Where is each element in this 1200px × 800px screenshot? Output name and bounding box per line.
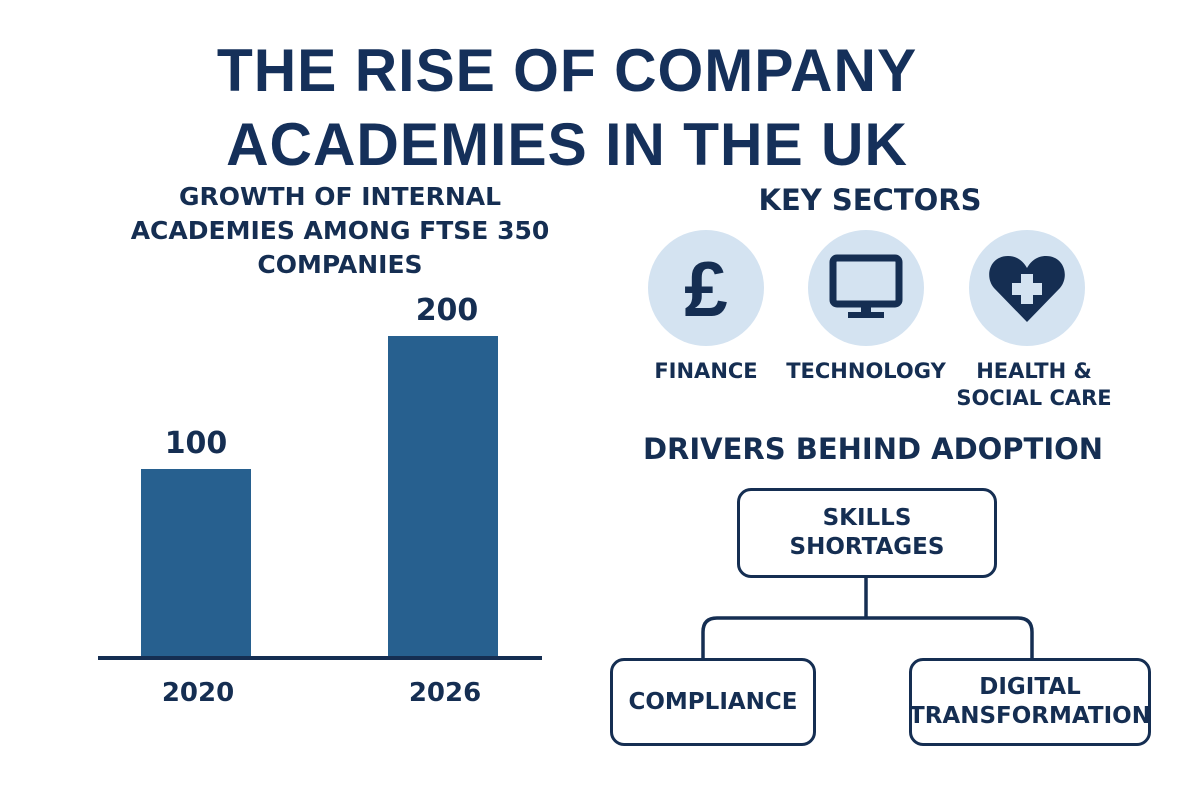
driver-digital-transformation: DIGITAL TRANSFORMATION bbox=[909, 658, 1151, 746]
chart-subtitle-line-2: ACADEMIES AMONG FTSE 350 bbox=[130, 216, 550, 245]
x-label-2020: 2020 bbox=[161, 678, 235, 708]
driver-skills-line-2: SHORTAGES bbox=[789, 534, 945, 560]
driver-digital-line-1: DIGITAL bbox=[979, 674, 1081, 700]
chart-subtitle: GROWTH OF INTERNAL ACADEMIES AMONG FTSE … bbox=[60, 180, 620, 282]
sector-label-health: HEALTH & SOCIAL CARE bbox=[954, 358, 1114, 412]
page-title: THE RISE OF COMPANY ACADEMIES IN THE UK bbox=[11, 34, 1122, 182]
bar-2026 bbox=[388, 336, 498, 658]
title-line-2: ACADEMIES IN THE UK bbox=[226, 111, 908, 178]
finance-icon-circle: £ bbox=[648, 230, 764, 346]
x-label-2026: 2026 bbox=[408, 678, 482, 708]
driver-skills-shortages: SKILLS SHORTAGES bbox=[737, 488, 997, 578]
drivers-heading: DRIVERS BEHIND ADOPTION bbox=[642, 432, 1104, 466]
driver-compliance: COMPLIANCE bbox=[610, 658, 816, 746]
chart-subtitle-line-1: GROWTH OF INTERNAL bbox=[178, 182, 502, 211]
sector-label-finance: FINANCE bbox=[654, 359, 758, 383]
pound-icon: £ bbox=[684, 245, 728, 333]
bar-value-2026: 200 bbox=[415, 293, 479, 328]
monitor-icon bbox=[829, 254, 903, 318]
title-line-1: THE RISE OF COMPANY bbox=[216, 37, 918, 104]
driver-digital-line-2: TRANSFORMATION bbox=[909, 703, 1151, 729]
heart-cross-icon bbox=[989, 256, 1065, 322]
sector-label-health-line-1: HEALTH & bbox=[976, 359, 1092, 383]
chart-subtitle-line-3: COMPANIES bbox=[257, 250, 423, 279]
x-axis-line bbox=[98, 656, 542, 660]
driver-skills-line-1: SKILLS bbox=[822, 505, 912, 531]
key-sectors-heading: KEY SECTORS bbox=[758, 183, 982, 217]
sector-label-health-line-2: SOCIAL CARE bbox=[956, 386, 1112, 410]
sector-label-technology: TECHNOLOGY bbox=[786, 359, 946, 383]
driver-compliance-label: COMPLIANCE bbox=[628, 688, 798, 715]
technology-icon-circle bbox=[808, 230, 924, 346]
health-icon-circle bbox=[969, 230, 1085, 346]
bar-2020 bbox=[141, 469, 251, 658]
bar-value-2020: 100 bbox=[164, 426, 228, 461]
